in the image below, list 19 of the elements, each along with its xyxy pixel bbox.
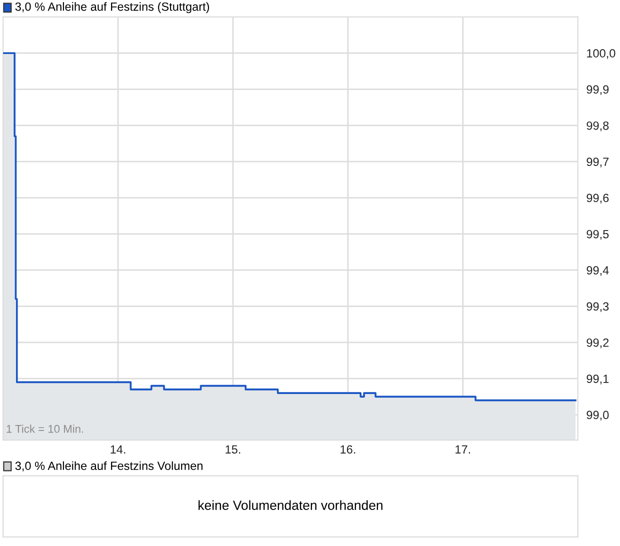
y-tick-label: 99,2 (586, 338, 609, 348)
y-tick-label: 100,0 (587, 49, 616, 59)
y-tick-label: 99,3 (586, 302, 609, 312)
y-tick-label: 99,4 (586, 266, 609, 276)
text: keine Volumendaten vorhanden (198, 500, 382, 510)
x-tick-label: 17. (456, 445, 470, 454)
y-tick-label: 99,8 (586, 121, 609, 132)
annotation: 1 Tick = 10 Min. (6, 424, 84, 433)
y-tick-label: 99,6 (586, 194, 609, 204)
y-tick-label: 99,1 (586, 374, 609, 384)
x-tick-label: 15. (226, 445, 240, 454)
x-tick-label: 14. (110, 445, 126, 454)
x-tick-label: 16. (340, 445, 356, 454)
legend-label: 3,0 % Anleihe auf Festzins (Stuttgart) (15, 2, 210, 14)
y-tick-label: 99,9 (586, 85, 609, 96)
text: 3,0 % Anleihe auf Festzins Volumen (15, 461, 202, 472)
y-tick-label: 99,7 (586, 158, 609, 168)
y-tick-label: 99,0 (586, 410, 609, 421)
y-tick-label: 99,5 (586, 230, 609, 240)
